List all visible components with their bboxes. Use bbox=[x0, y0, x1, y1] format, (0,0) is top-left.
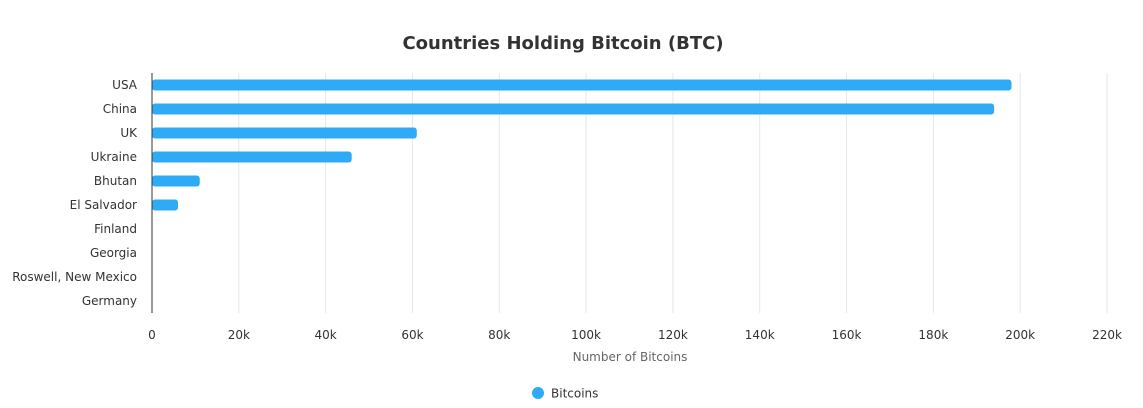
category-label: UK bbox=[120, 126, 138, 140]
x-tick-label: 200k bbox=[1005, 328, 1035, 342]
legend-marker[interactable] bbox=[532, 387, 544, 399]
legend[interactable]: Bitcoins bbox=[532, 387, 598, 401]
bar[interactable] bbox=[152, 79, 1012, 91]
bar[interactable] bbox=[152, 103, 995, 115]
category-label: El Salvador bbox=[70, 198, 137, 212]
legend-label[interactable]: Bitcoins bbox=[551, 387, 598, 401]
bars bbox=[152, 79, 1012, 211]
x-tick-label: 40k bbox=[315, 328, 337, 342]
x-tick-labels: 0 20k 40k 60k 80k 100k 120k 140k 160k 180k 200k 220… bbox=[148, 328, 1122, 342]
category-label: Bhutan bbox=[94, 174, 137, 188]
bar[interactable] bbox=[152, 199, 179, 211]
category-label: Georgia bbox=[90, 246, 137, 260]
x-tick-label: 120k bbox=[658, 328, 688, 342]
bar[interactable] bbox=[152, 151, 352, 163]
x-tick-label: 0 bbox=[148, 328, 156, 342]
category-label: USA bbox=[112, 78, 138, 92]
x-tick-label: 180k bbox=[918, 328, 948, 342]
bar[interactable] bbox=[152, 175, 200, 187]
x-tick-label: 20k bbox=[228, 328, 250, 342]
category-label: Roswell, New Mexico bbox=[12, 270, 137, 284]
category-label: China bbox=[103, 102, 137, 116]
x-tick-label: 220k bbox=[1092, 328, 1122, 342]
x-tick-label: 140k bbox=[745, 328, 775, 342]
x-tick-label: 100k bbox=[571, 328, 601, 342]
category-label: Finland bbox=[94, 222, 137, 236]
chart-title: Countries Holding Bitcoin (BTC) bbox=[402, 33, 723, 54]
x-tick-label: 80k bbox=[488, 328, 510, 342]
category-labels: USA China UK Ukraine Bhutan El Salvador Finlan… bbox=[12, 78, 138, 308]
x-tick-label: 160k bbox=[832, 328, 862, 342]
bar[interactable] bbox=[152, 127, 417, 139]
x-axis-title: Number of Bitcoins bbox=[573, 350, 688, 364]
category-label: Germany bbox=[82, 294, 137, 308]
category-label: Ukraine bbox=[91, 150, 137, 164]
x-tick-label: 60k bbox=[401, 328, 423, 342]
